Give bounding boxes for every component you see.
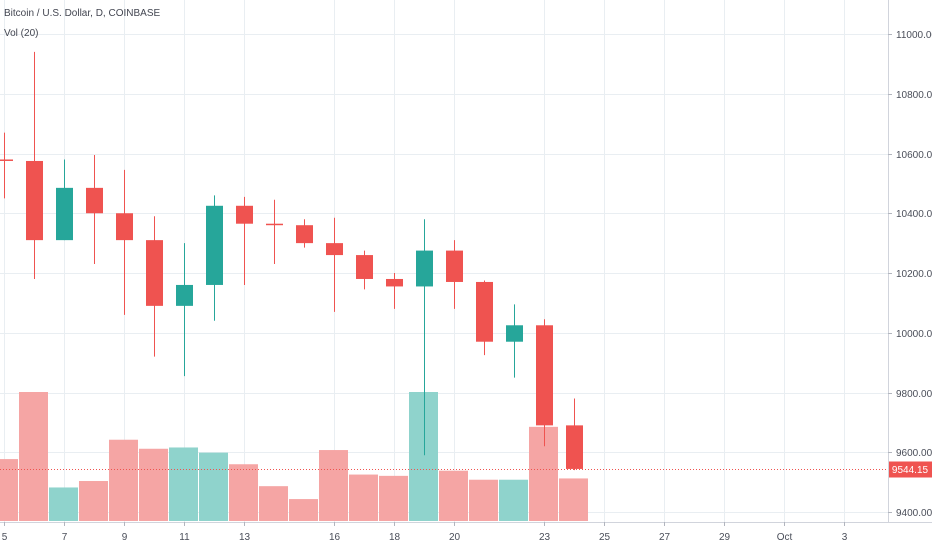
volume-bar [169,447,198,521]
last-price-badge: 9544.15 [889,461,932,478]
volume-bar [319,450,348,521]
time-tick-label: 20 [449,532,461,543]
candle-body [386,278,403,287]
time-tick-label: 7 [62,532,68,543]
time-tick-label: 3 [842,532,848,543]
volume-bar [439,470,468,521]
price-tick-label: 9400.00 [896,508,932,519]
volume-bar [79,481,108,521]
time-tick-label: 13 [239,532,251,543]
volume-bar [199,452,228,521]
time-tick-label: 29 [719,532,731,543]
price-tick-label: 9600.00 [896,448,932,459]
time-axis[interactable]: 5 7 9 11 13 16 18 20 23 25 27 29 Oct 3 [2,522,848,543]
time-tick-label: 5 [2,532,8,543]
candlesticks [0,51,583,471]
time-tick-label: 9 [122,532,128,543]
price-tick-label: 10000.00 [896,329,932,340]
time-tick-label: Oct [777,532,793,543]
price-tick-label: 10200.00 [896,269,932,280]
candle-body [206,205,223,285]
volume-bar [109,439,138,521]
candle-body [146,240,163,306]
volume-bar [379,475,408,521]
volume-bars [0,392,588,521]
volume-bar [499,479,528,521]
time-tick-label: 25 [599,532,611,543]
candle-body [56,187,73,241]
candle-body [416,250,433,287]
volume-bar [229,464,258,521]
price-tick-label: 10400.00 [896,209,932,220]
candle-body [266,223,283,226]
volume-bar [0,459,18,521]
last-price-value: 9544.15 [892,465,929,476]
volume-bar [469,479,498,521]
volume-bar [559,478,588,521]
candle-body [26,160,43,241]
candle-body [506,325,523,342]
candle-body [326,243,343,256]
time-tick-label: 11 [179,532,190,543]
candle-body [0,159,13,161]
time-tick-label: 18 [389,532,401,543]
price-tick-label: 10600.00 [896,150,932,161]
volume-bar [19,392,48,521]
candle-body [356,255,373,279]
candle-body [176,284,193,306]
candle-body [116,213,133,241]
price-tick-label: 9800.00 [896,389,932,400]
volume-bar [289,499,318,521]
price-axis[interactable]: 9400.00 9600.00 9800.00 10000.00 10200.00 104… [888,30,932,519]
price-tick-label: 10800.00 [896,90,932,101]
symbol-legend[interactable]: Bitcoin / U.S. Dollar, D, COINBASE [4,8,161,19]
volume-legend[interactable]: Vol (20) [4,28,39,39]
volume-bar [349,474,378,521]
candle-body [476,281,493,342]
time-tick-label: 23 [539,532,551,543]
price-tick-label: 11000.00 [896,30,932,41]
candle-body [296,225,313,244]
candle-body [536,325,553,426]
candle-body [446,250,463,282]
candle-body [86,187,103,214]
time-tick-label: 27 [659,532,671,543]
volume-bar [529,426,558,521]
volume-bar [139,448,168,521]
volume-bar [409,392,438,521]
candle-body [566,425,583,469]
candle-body [236,205,253,224]
volume-bar [49,487,78,521]
time-tick-label: 16 [329,532,341,543]
volume-bar [259,486,288,521]
